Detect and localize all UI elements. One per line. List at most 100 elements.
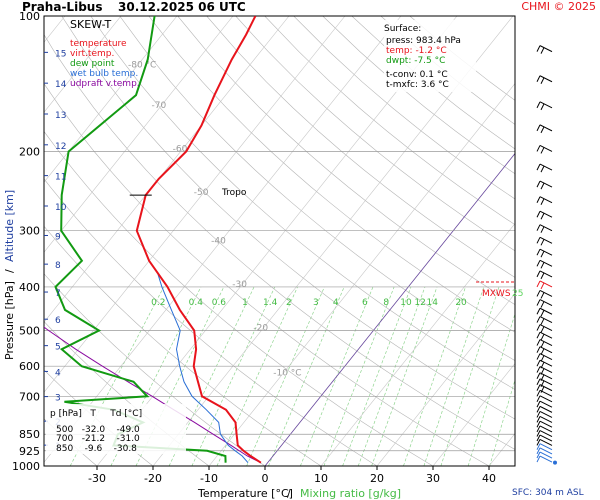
wind-barb bbox=[536, 451, 553, 459]
legend-virt-temp: virt.temp. bbox=[70, 49, 114, 59]
station-title: Praha-Libus bbox=[22, 0, 103, 14]
altitude-tick-label: 3 bbox=[55, 394, 61, 404]
mixing-ratio-label: 0.4 bbox=[189, 298, 204, 308]
x-axis-title-mixing-ratio: Mixing ratio [g/kg] bbox=[300, 487, 401, 500]
temperature-line bbox=[135, 16, 262, 464]
wind-barb bbox=[536, 359, 553, 369]
wind-barb bbox=[536, 372, 553, 382]
mixing-ratio-label: 0.6 bbox=[212, 298, 227, 308]
altitude-tick-label: 9 bbox=[55, 232, 61, 242]
isotherm-label: -20 bbox=[253, 324, 268, 334]
dry-adiabat bbox=[264, 16, 515, 226]
wind-barb bbox=[536, 415, 553, 423]
altitude-tick-label: 8 bbox=[55, 261, 61, 271]
mixing-ratio-label: 14 bbox=[427, 298, 439, 308]
surface-dwpt: dwpt: -7.5 °C bbox=[386, 56, 445, 66]
altitude-tick-label: 13 bbox=[55, 111, 66, 121]
temp-tick-label: 40 bbox=[482, 472, 496, 485]
pressure-tick-label: 1000 bbox=[12, 460, 40, 473]
pressure-tick-label: 700 bbox=[19, 390, 40, 403]
mixing-ratio-line bbox=[342, 286, 412, 466]
mixing-ratio-label: 1 bbox=[242, 298, 248, 308]
wind-barb bbox=[536, 339, 553, 348]
altitude-tick-label: 11 bbox=[55, 173, 66, 183]
wind-barb bbox=[536, 405, 553, 413]
plot-frame bbox=[43, 15, 516, 467]
mxws-label: MXWS bbox=[482, 289, 511, 299]
wind-barb bbox=[536, 346, 553, 355]
mixing-ratio-line bbox=[323, 286, 395, 466]
wind-barb bbox=[536, 447, 553, 455]
wind-barb bbox=[536, 443, 553, 451]
mixing-ratio-line bbox=[110, 286, 202, 466]
temp-tick-label: 0 bbox=[262, 472, 269, 485]
surface-press: press: 983.4 hPa bbox=[386, 36, 461, 46]
wet-bulb-line bbox=[156, 271, 249, 464]
legend-updraft: udpraft v.temp. bbox=[70, 79, 140, 89]
wind-barb bbox=[536, 236, 553, 246]
isotherm-line bbox=[44, 16, 234, 253]
wind-barb bbox=[536, 101, 553, 111]
wind-barb bbox=[536, 353, 553, 362]
wind-barb bbox=[536, 180, 553, 190]
isotherm-line bbox=[44, 16, 346, 393]
isotherm-label: -80 °C bbox=[128, 60, 156, 70]
wind-barb bbox=[536, 331, 553, 341]
altitude-tick-label: 7 bbox=[55, 289, 61, 299]
dry-adiabat bbox=[293, 16, 515, 200]
temp-tick-label: 30 bbox=[426, 472, 440, 485]
wind-barb bbox=[536, 270, 553, 280]
wind-barb bbox=[536, 75, 553, 84]
updraft-virtual-temp-line bbox=[44, 326, 262, 464]
wind-barb bbox=[536, 366, 553, 375]
y-axis-title-pressure: Pressure [hPa] bbox=[3, 281, 16, 360]
mixing-ratio-label: 6 bbox=[362, 298, 368, 308]
temp-tick-label: 10 bbox=[314, 472, 328, 485]
wind-barb bbox=[536, 438, 553, 446]
wind-barb bbox=[536, 316, 553, 325]
wind-barb bbox=[536, 280, 553, 290]
isotherm-label: -60 bbox=[173, 144, 188, 154]
dry-adiabat bbox=[177, 16, 515, 306]
wind-barb bbox=[536, 259, 553, 269]
mxws-value: 25 bbox=[512, 289, 523, 299]
mixing-ratio-label: 8 bbox=[383, 298, 389, 308]
mixing-ratio-label: 20 bbox=[455, 298, 467, 308]
y-axis-separator: / bbox=[3, 269, 16, 273]
wind-barb bbox=[536, 420, 553, 428]
isotherm-label: -30 bbox=[232, 280, 247, 290]
wind-barb bbox=[536, 290, 553, 299]
isotherm-line bbox=[432, 363, 515, 466]
temp-tick-label: -30 bbox=[88, 472, 106, 485]
altitude-tick-label: 12 bbox=[55, 142, 66, 152]
isotherm-label: -10 °C bbox=[273, 369, 301, 379]
mixing-ratio-line bbox=[168, 286, 255, 466]
tropopause-label: Tropo bbox=[221, 188, 247, 198]
mixing-ratio-label: 1.4 bbox=[263, 298, 278, 308]
wind-barb bbox=[536, 410, 553, 418]
isotherm-label: -70 bbox=[152, 101, 167, 111]
zero-isotherm bbox=[264, 152, 515, 466]
pressure-tick-label: 400 bbox=[19, 281, 40, 294]
isotherm-line bbox=[44, 16, 122, 113]
wind-barb bbox=[536, 45, 553, 54]
isotherm-line bbox=[545, 16, 600, 466]
wind-barb bbox=[536, 224, 553, 233]
wind-barb bbox=[536, 196, 553, 205]
x-axis-separator: / bbox=[287, 487, 291, 500]
mixing-ratio-line bbox=[135, 286, 225, 466]
level-table-header: p [hPa] T Td [°C] bbox=[50, 409, 142, 419]
wind-barb bbox=[536, 163, 553, 173]
mixing-ratio-line bbox=[371, 286, 438, 466]
pressure-tick-label: 600 bbox=[19, 360, 40, 373]
wind-barb bbox=[536, 400, 553, 408]
wind-barb bbox=[536, 389, 553, 397]
mixing-ratio-line bbox=[191, 286, 276, 466]
isotherm-line bbox=[208, 83, 515, 466]
altitude-tick-label: 6 bbox=[55, 316, 61, 326]
wind-barb bbox=[536, 430, 553, 437]
wind-barb bbox=[536, 299, 553, 308]
legend-temperature: temperature bbox=[70, 39, 127, 49]
